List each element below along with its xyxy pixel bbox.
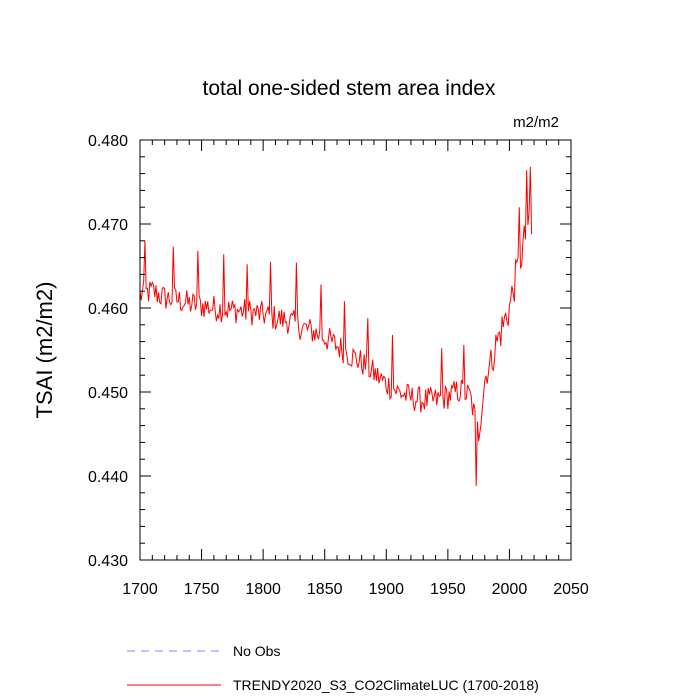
legend-label-no-obs: No Obs — [233, 643, 280, 659]
x-tick-label: 2000 — [492, 581, 528, 598]
axis-ticks — [139, 139, 572, 561]
x-tick-label: 2050 — [553, 581, 589, 598]
y-tick-label: 0.470 — [88, 217, 128, 234]
y-axis-label: TSAI (m2/m2) — [32, 282, 57, 419]
x-tick-label: 1950 — [430, 581, 466, 598]
legend: No Obs TRENDY2020_S3_CO2ClimateLUC (1700… — [127, 643, 539, 693]
x-tick-label: 1700 — [122, 581, 158, 598]
chart-title: total one-sided stem area index — [202, 77, 496, 100]
y-tick-label: 0.440 — [88, 469, 128, 486]
y-tick-label: 0.450 — [88, 385, 128, 402]
x-tick-label: 1800 — [245, 581, 281, 598]
legend-label-trendy: TRENDY2020_S3_CO2ClimateLUC (1700-2018) — [233, 677, 539, 693]
units-label: m2/m2 — [513, 114, 559, 131]
y-tick-label: 0.460 — [88, 301, 128, 318]
series-line-trendy — [140, 166, 533, 487]
x-tick-label: 1750 — [184, 581, 220, 598]
y-tick-label: 0.430 — [88, 553, 128, 570]
plot-frame — [139, 139, 572, 561]
x-tick-label: 1850 — [307, 581, 343, 598]
y-tick-label: 0.480 — [88, 133, 128, 150]
x-tick-label: 1900 — [368, 581, 404, 598]
axis-tick-labels: 1700 1750 1800 1850 1900 1950 2000 2050 0.430 0.4… — [88, 133, 589, 598]
